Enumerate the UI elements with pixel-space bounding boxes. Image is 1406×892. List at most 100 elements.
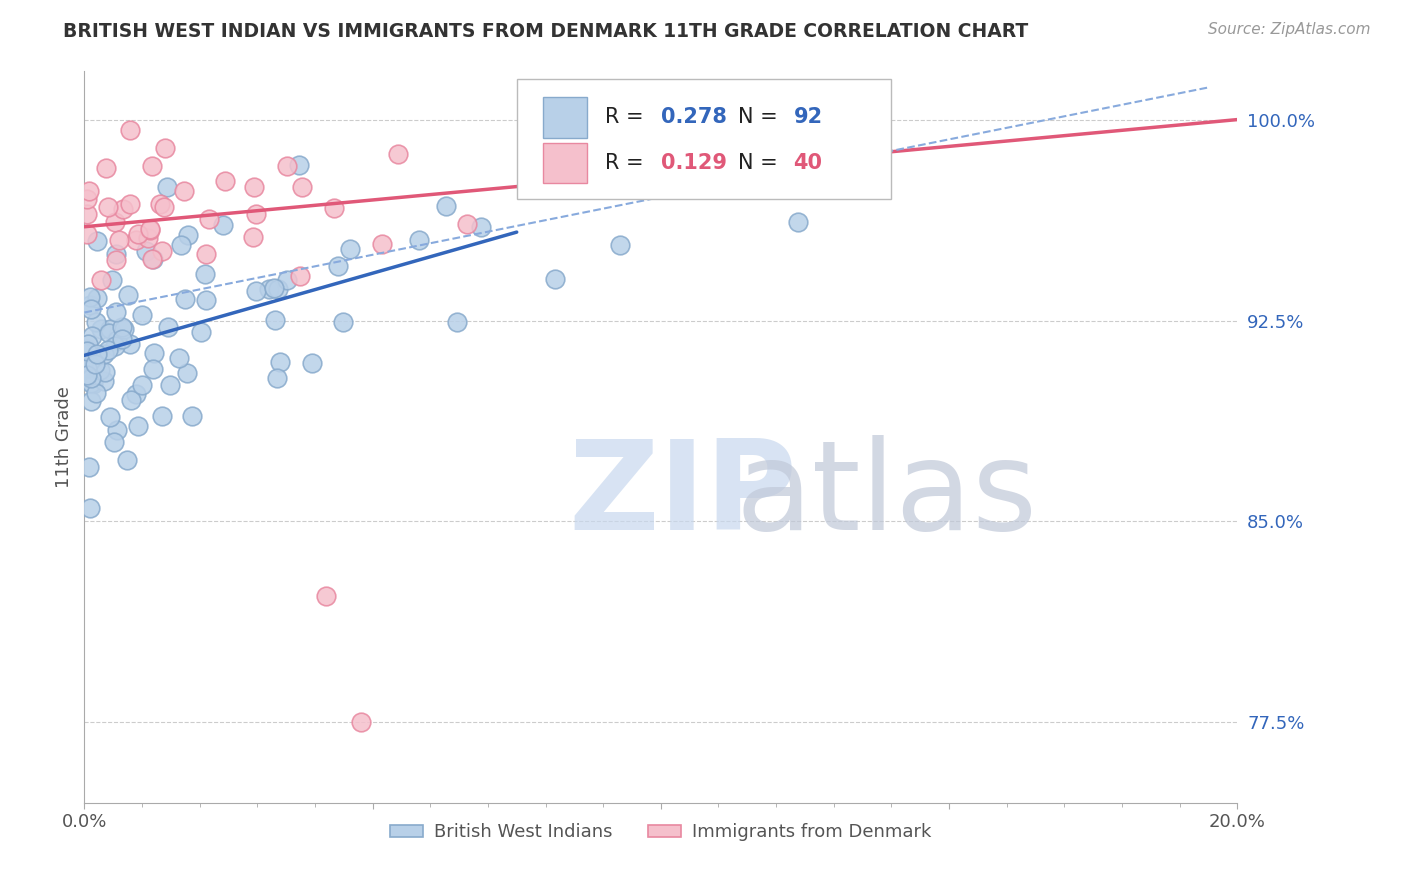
Point <box>180 409 202 424</box>
Point <box>194 293 217 307</box>
Point <box>118 197 141 211</box>
Point <box>257 282 280 296</box>
Point <box>153 141 176 155</box>
Point <box>97 200 120 214</box>
Point <box>194 268 217 282</box>
Point <box>655 144 678 158</box>
Point <box>79 501 101 516</box>
Point <box>242 230 264 244</box>
Point <box>315 590 337 604</box>
Point <box>288 158 311 172</box>
Point <box>170 238 193 252</box>
Point <box>142 252 165 266</box>
Point <box>609 237 631 252</box>
Point <box>176 367 198 381</box>
Text: Source: ZipAtlas.com: Source: ZipAtlas.com <box>1208 22 1371 37</box>
Text: 40: 40 <box>793 153 823 173</box>
Text: R =: R = <box>606 153 651 173</box>
Point <box>276 160 298 174</box>
Point <box>82 376 104 391</box>
Point <box>408 233 430 247</box>
Point <box>104 247 127 261</box>
Point <box>97 343 120 358</box>
Point <box>150 244 173 258</box>
Point <box>80 328 103 343</box>
Point <box>86 291 108 305</box>
Point <box>118 123 141 137</box>
Y-axis label: 11th Grade: 11th Grade <box>55 386 73 488</box>
Point <box>100 273 122 287</box>
Point <box>80 376 103 390</box>
Point <box>120 393 142 408</box>
Point <box>142 362 165 376</box>
Legend: British West Indians, Immigrants from Denmark: British West Indians, Immigrants from De… <box>384 816 938 848</box>
Point <box>243 180 266 194</box>
Point <box>139 221 162 235</box>
Point <box>136 231 159 245</box>
Point <box>245 207 267 221</box>
Point <box>264 313 287 327</box>
Text: atlas: atlas <box>735 435 1038 556</box>
Point <box>167 351 190 365</box>
Point <box>214 174 236 188</box>
Point <box>177 227 200 242</box>
Point <box>98 321 121 335</box>
Point <box>107 233 129 247</box>
Point <box>115 453 138 467</box>
Point <box>456 218 478 232</box>
Point <box>98 326 121 340</box>
Text: R =: R = <box>606 107 651 128</box>
Point <box>245 284 267 298</box>
Point <box>77 337 100 351</box>
Point <box>79 290 101 304</box>
Point <box>76 368 98 382</box>
Point <box>125 234 148 248</box>
Point <box>105 334 128 348</box>
Point <box>80 394 103 409</box>
Point <box>198 211 221 226</box>
Point <box>288 268 311 283</box>
Point <box>266 371 288 385</box>
Point <box>104 339 127 353</box>
Point <box>322 201 344 215</box>
Point <box>127 419 149 434</box>
Point <box>105 423 128 437</box>
Text: ZIPatlas: ZIPatlas <box>568 435 1063 556</box>
Text: 0.278: 0.278 <box>661 107 727 128</box>
Point <box>111 332 134 346</box>
Point <box>96 161 118 175</box>
Point <box>111 319 134 334</box>
Point <box>89 363 111 377</box>
Point <box>76 192 98 206</box>
Point <box>142 346 165 360</box>
Point <box>79 298 101 312</box>
Point <box>141 252 163 266</box>
Point <box>84 386 107 401</box>
Point <box>291 179 314 194</box>
Point <box>139 223 162 237</box>
Point <box>787 215 810 229</box>
FancyBboxPatch shape <box>517 78 891 200</box>
Point <box>156 320 179 334</box>
Point <box>98 410 121 425</box>
Point <box>103 434 125 449</box>
Point <box>339 242 361 256</box>
Text: ZIP: ZIP <box>568 435 797 556</box>
Point <box>174 292 197 306</box>
Point <box>301 356 323 370</box>
Point <box>141 159 163 173</box>
Point <box>190 325 212 339</box>
Point <box>118 337 141 351</box>
Point <box>111 202 134 217</box>
Point <box>112 322 135 336</box>
Point <box>125 387 148 401</box>
Point <box>269 355 291 369</box>
Point <box>86 234 108 248</box>
Point <box>83 357 105 371</box>
Point <box>104 305 127 319</box>
Point <box>387 146 409 161</box>
Point <box>149 197 172 211</box>
Point <box>707 139 730 153</box>
Point <box>90 273 112 287</box>
Point <box>104 215 127 229</box>
